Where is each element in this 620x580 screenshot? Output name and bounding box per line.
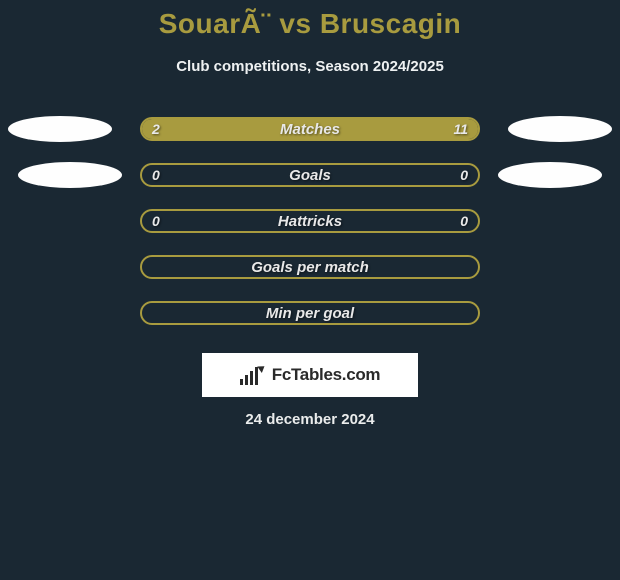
page-title: SouarÃ¨ vs Bruscagin (0, 8, 620, 40)
stat-label: Hattricks (142, 211, 478, 231)
stat-label: Min per goal (142, 303, 478, 323)
stat-row: 00Hattricks (0, 199, 620, 243)
stat-row: 00Goals (0, 153, 620, 197)
stats-rows: 211Matches 00Goals 00Hattricks Goals per ma… (0, 107, 620, 335)
stat-label: Matches (142, 119, 478, 139)
stat-bar: 00Goals (140, 163, 480, 187)
logo-text: FcTables.com (272, 365, 381, 385)
stat-row: 211Matches (0, 107, 620, 151)
right-avatar-ellipse (498, 162, 602, 188)
left-avatar-ellipse (8, 116, 112, 142)
stat-label: Goals per match (142, 257, 478, 277)
left-avatar-ellipse (18, 162, 122, 188)
stat-row: Min per goal (0, 291, 620, 335)
comparison-card: SouarÃ¨ vs Bruscagin Club competitions, … (0, 0, 620, 428)
stat-bar: Goals per match (140, 255, 480, 279)
stat-bar: Min per goal (140, 301, 480, 325)
arrow-icon (257, 363, 267, 373)
stat-label: Goals (142, 165, 478, 185)
stat-row: Goals per match (0, 245, 620, 289)
chart-bars-icon (240, 365, 258, 385)
right-avatar-ellipse (508, 116, 612, 142)
page-subtitle: Club competitions, Season 2024/2025 (0, 58, 620, 75)
stat-bar: 00Hattricks (140, 209, 480, 233)
date-label: 24 december 2024 (0, 411, 620, 428)
fctables-logo[interactable]: FcTables.com (202, 353, 418, 397)
stat-bar: 211Matches (140, 117, 480, 141)
